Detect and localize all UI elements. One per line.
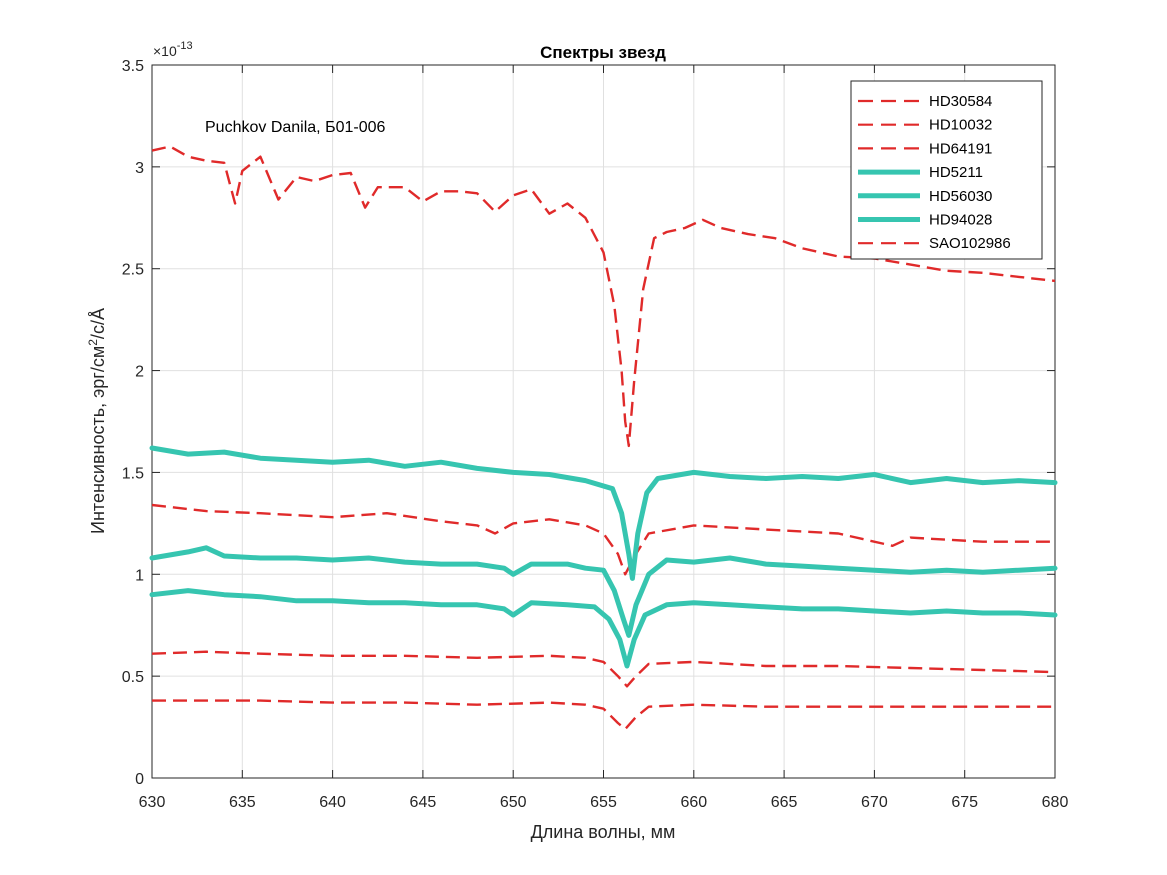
- y-scale-exponent: -13: [177, 40, 193, 52]
- x-tick-label: 680: [1042, 794, 1069, 811]
- x-tick-label: 650: [500, 794, 527, 811]
- series-line-hd94028: [149, 588, 1058, 669]
- legend-label: HD94028: [929, 212, 992, 229]
- x-axis-label: Длина волны, мм: [531, 822, 676, 842]
- y-tick-label: 3.5: [122, 58, 144, 75]
- chart-title: Спектры звезд: [540, 43, 666, 62]
- y-tick-label: 1.5: [122, 465, 144, 482]
- y-axis-label-main: Интенсивность, эрг/см: [88, 346, 108, 534]
- series-line-hd64191: [151, 503, 1055, 576]
- x-tick-label: 635: [229, 794, 256, 811]
- x-tick-label: 630: [139, 794, 166, 811]
- x-tick-label: 665: [771, 794, 798, 811]
- legend-label: HD56030: [929, 188, 992, 205]
- series-line-hd56030: [149, 545, 1058, 638]
- x-tick-label: 660: [680, 794, 707, 811]
- series-lines: [149, 145, 1058, 731]
- y-axis-label-units: /с/Å: [88, 308, 108, 339]
- legend-label: HD5211: [929, 164, 983, 181]
- series-line-sao102986: [151, 145, 1056, 448]
- y-tick-label: 2: [135, 364, 144, 381]
- legend-label: HD64191: [929, 140, 992, 157]
- y-scale-base: ×10: [153, 43, 177, 59]
- author-annotation: Puchkov Danila, Б01-006: [205, 119, 385, 136]
- y-tick-label: 3: [135, 160, 144, 177]
- legend-label: SAO102986: [929, 235, 1011, 252]
- legend: HD30584 HD10032 HD64191 HD5211 HD56030 HD9402…: [850, 80, 1043, 260]
- legend-label: HD10032: [929, 117, 992, 134]
- y-axis-label-superscript: 2: [86, 339, 100, 346]
- y-scale-factor: ×10-13: [153, 40, 193, 59]
- x-tick-label: 670: [861, 794, 888, 811]
- series-line-hd10032: [152, 699, 1055, 731]
- y-axis-label: Интенсивность, эрг/см2/с/Å: [86, 308, 108, 534]
- x-tick-label: 640: [319, 794, 346, 811]
- x-tick-label: 645: [410, 794, 437, 811]
- legend-label: HD30584: [929, 93, 992, 110]
- axis-ticks: 630 635 640 645 650 655 660 665 670 675 680 0 0.5 1 1.…: [122, 58, 1069, 811]
- y-tick-label: 1: [135, 567, 144, 584]
- series-line-hd30584: [151, 650, 1056, 688]
- y-tick-label: 0: [135, 771, 144, 788]
- series-line-hd5211: [149, 445, 1058, 581]
- y-tick-label: 0.5: [122, 669, 144, 686]
- x-tick-label: 655: [590, 794, 617, 811]
- x-tick-label: 675: [951, 794, 978, 811]
- y-tick-label: 2.5: [122, 262, 144, 279]
